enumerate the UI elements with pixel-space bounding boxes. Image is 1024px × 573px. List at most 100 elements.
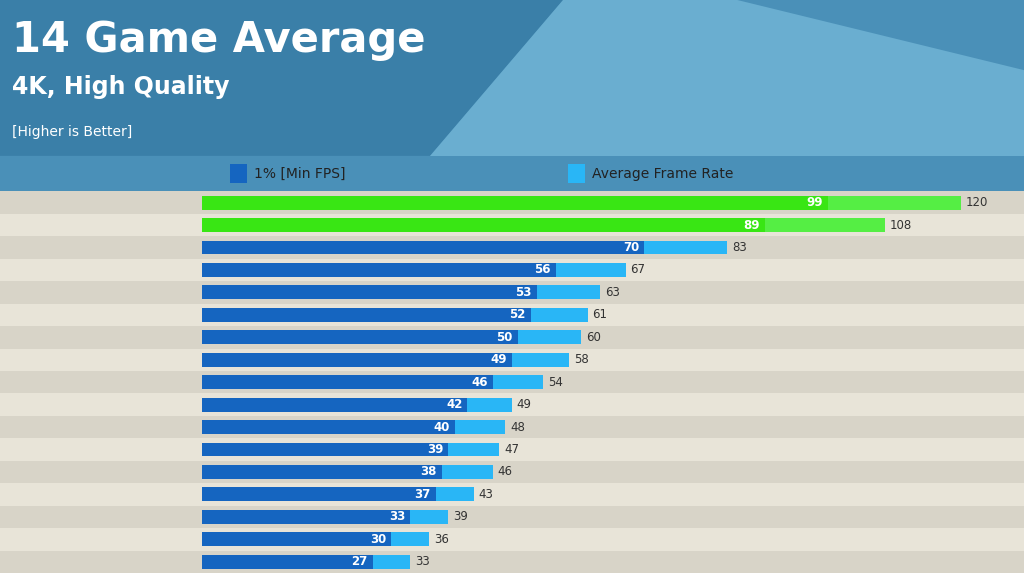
Text: 43: 43 [479,488,494,501]
Bar [0,191,202,214]
Bar [202,263,626,277]
Bar [202,285,537,299]
Bar [230,164,247,183]
Bar [202,331,582,344]
Text: 58: 58 [573,353,589,366]
Bar [202,465,493,479]
Bar [202,510,411,524]
Bar [202,551,1024,573]
Polygon shape [737,0,1024,70]
Bar [0,281,202,304]
Polygon shape [430,0,1024,156]
Text: 38: 38 [421,465,437,478]
Text: 37: 37 [415,488,431,501]
Text: 61: 61 [593,308,607,321]
Text: 49: 49 [490,353,507,366]
Bar [0,348,202,371]
Text: 14 Game Average: 14 Game Average [12,19,426,61]
Text: 46: 46 [471,376,487,388]
Bar [0,438,202,461]
Bar [568,164,585,183]
Text: 42: 42 [445,398,462,411]
Bar [202,308,530,322]
Bar [202,510,449,524]
Bar [202,353,568,367]
Bar [0,259,202,281]
Text: 67: 67 [631,264,645,276]
Bar [202,241,727,254]
Bar [0,304,202,326]
Bar [202,195,961,210]
Text: 70: 70 [624,241,639,254]
Bar [0,461,202,483]
Text: 54: 54 [548,376,563,388]
Bar [202,483,1024,505]
Text: Average Frame Rate: Average Frame Rate [592,167,733,180]
Bar [202,348,1024,371]
Bar [202,214,1024,236]
Bar [202,398,512,411]
Bar [0,371,202,394]
Text: 46: 46 [498,465,513,478]
Bar [202,555,373,569]
Text: 4K, High Quality: 4K, High Quality [12,75,229,99]
Text: 47: 47 [504,443,519,456]
Text: 30: 30 [370,533,386,546]
Bar [0,214,202,236]
Text: 53: 53 [515,286,531,299]
Bar [202,259,1024,281]
Bar [0,551,202,573]
Bar [202,304,1024,326]
Bar [202,236,1024,259]
Text: 120: 120 [966,196,988,209]
Bar [0,505,202,528]
Bar [202,505,1024,528]
Text: 108: 108 [890,218,912,231]
Bar [202,218,885,232]
Bar [202,442,449,457]
Bar [202,241,644,254]
Bar [202,375,544,389]
Bar [202,416,1024,438]
Text: 39: 39 [454,511,468,523]
Text: 27: 27 [351,555,368,568]
Text: 56: 56 [535,264,551,276]
Bar [202,394,1024,416]
Bar [202,195,828,210]
Bar [202,191,1024,214]
Bar [202,371,1024,394]
Text: 89: 89 [743,218,760,231]
Text: 48: 48 [510,421,525,434]
Bar [0,483,202,505]
Bar [202,555,411,569]
Polygon shape [0,0,563,156]
Bar [202,442,499,457]
Bar [202,465,442,479]
Bar [202,532,429,546]
Text: 63: 63 [605,286,621,299]
Text: 39: 39 [427,443,443,456]
Bar [0,394,202,416]
Bar [202,420,505,434]
Bar [202,218,765,232]
Bar [0,416,202,438]
Bar [202,331,518,344]
Text: 49: 49 [517,398,531,411]
Text: 60: 60 [587,331,601,344]
Text: 33: 33 [416,555,430,568]
Bar [202,532,391,546]
Bar [202,281,1024,304]
Bar [202,488,474,501]
Text: 52: 52 [509,308,525,321]
Text: 1% [Min FPS]: 1% [Min FPS] [254,167,345,180]
Text: 36: 36 [434,533,450,546]
Bar [202,353,512,367]
Bar [202,308,588,322]
Bar [202,285,600,299]
Text: 40: 40 [433,421,450,434]
Text: 33: 33 [389,511,406,523]
Bar [0,326,202,348]
Bar [202,488,436,501]
Text: [Higher is Better]: [Higher is Better] [12,125,132,139]
Bar [202,528,1024,551]
